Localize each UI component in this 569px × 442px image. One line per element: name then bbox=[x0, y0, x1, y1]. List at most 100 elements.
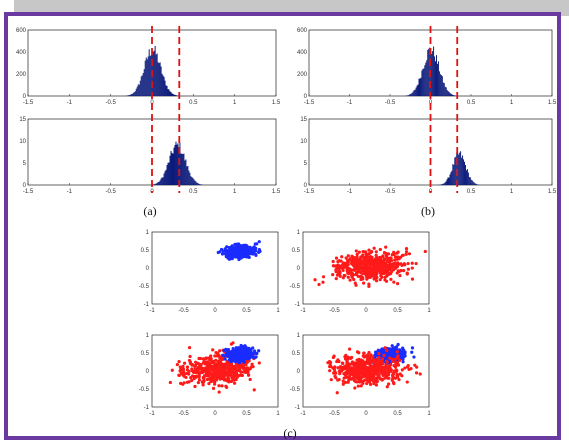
scatter-point bbox=[336, 270, 340, 274]
scatter-point bbox=[376, 348, 380, 352]
scatter-point bbox=[240, 373, 244, 378]
scatter-point bbox=[399, 262, 403, 266]
histogram-bar bbox=[475, 183, 477, 185]
scatter-point bbox=[396, 342, 400, 347]
x-tick-label: -0.5 bbox=[105, 100, 116, 106]
scatter-point bbox=[335, 391, 339, 395]
scatter-point bbox=[237, 373, 241, 378]
x-tick-label: -1 bbox=[300, 411, 306, 417]
histogram-bar bbox=[165, 169, 167, 185]
scatter-point bbox=[196, 369, 200, 373]
scatter-point bbox=[181, 373, 185, 377]
scatter-point bbox=[214, 354, 219, 358]
x-tick-label: -1 bbox=[300, 308, 306, 314]
x-tick-label: -0.5 bbox=[178, 411, 189, 417]
x-tick-label: -1 bbox=[149, 308, 155, 314]
scatter-point bbox=[358, 257, 362, 261]
histogram-bar bbox=[450, 93, 452, 96]
scatter-point bbox=[245, 360, 249, 364]
scatter-point bbox=[197, 378, 202, 382]
histogram-bar bbox=[443, 83, 445, 96]
scatter-point bbox=[362, 351, 366, 355]
scatter-point bbox=[253, 249, 258, 253]
scatter-point bbox=[378, 278, 382, 282]
scatter-point bbox=[201, 383, 205, 387]
scatter-point bbox=[381, 255, 385, 259]
scatter-point bbox=[197, 373, 201, 377]
histogram-bar bbox=[132, 92, 134, 96]
scatter-point bbox=[235, 242, 239, 246]
scatter-point bbox=[345, 375, 349, 379]
histogram-bar bbox=[198, 183, 200, 185]
scatter-point bbox=[383, 346, 387, 350]
scatter-point bbox=[375, 255, 379, 260]
scatter-point bbox=[368, 275, 372, 279]
histogram-bar bbox=[143, 69, 145, 96]
scatter-point bbox=[253, 252, 258, 256]
histogram-bar bbox=[136, 86, 138, 96]
histogram-bar bbox=[427, 49, 429, 96]
scatter-panel-5: -1 -0.5 0 0.5 1 -1 -0.5 0 0.5 1 bbox=[290, 230, 432, 314]
histogram-bar bbox=[442, 183, 444, 185]
histogram-bar bbox=[128, 95, 130, 96]
scatter-point bbox=[395, 373, 399, 377]
scatter-point bbox=[229, 253, 233, 258]
histogram-bar bbox=[414, 89, 416, 96]
histogram-bar bbox=[455, 156, 457, 185]
x-tick-label: 0 bbox=[213, 411, 217, 417]
histogram-bar bbox=[159, 180, 161, 185]
scatter-point bbox=[341, 379, 345, 383]
scatter-point bbox=[406, 267, 410, 271]
histogram-bar bbox=[437, 61, 439, 96]
red-cluster bbox=[313, 245, 427, 288]
histogram-bar bbox=[163, 173, 165, 185]
histogram-bar bbox=[164, 80, 166, 96]
histogram-bar bbox=[465, 165, 466, 185]
scatter-point bbox=[201, 357, 205, 361]
y-tick-label: 15 bbox=[19, 117, 26, 123]
histogram-bar bbox=[428, 48, 430, 96]
scatter-point bbox=[210, 377, 214, 381]
scatter-point bbox=[372, 382, 376, 386]
scatter-point bbox=[376, 359, 380, 363]
scatter-point bbox=[359, 263, 363, 267]
scatter-point bbox=[245, 255, 249, 259]
scatter-point bbox=[241, 254, 245, 258]
scatter-point bbox=[354, 364, 358, 368]
scatter-point bbox=[257, 349, 261, 353]
scatter-point bbox=[376, 267, 380, 271]
scatter-point bbox=[410, 261, 414, 265]
scatter-point bbox=[193, 374, 197, 379]
histogram-bar bbox=[177, 143, 179, 185]
scatter-point bbox=[357, 373, 361, 377]
scatter-point bbox=[352, 277, 356, 282]
scatter-point bbox=[387, 365, 391, 369]
histogram-bar bbox=[184, 160, 186, 185]
y-tick-label: 0 bbox=[297, 266, 301, 272]
scatter-point bbox=[395, 369, 399, 373]
y-tick-label: 5 bbox=[23, 161, 27, 167]
y-tick-label: 5 bbox=[304, 161, 308, 167]
x-tick-label: 0.5 bbox=[242, 308, 251, 314]
scatter-point bbox=[230, 244, 234, 248]
histogram-bar bbox=[445, 87, 447, 96]
scatter-point bbox=[402, 269, 406, 273]
histogram-bar bbox=[153, 184, 155, 185]
scatter-point bbox=[254, 355, 258, 359]
scatter-point bbox=[401, 253, 405, 257]
histogram-bar bbox=[460, 151, 462, 185]
scatter-point bbox=[398, 273, 402, 278]
histogram-bar bbox=[187, 165, 189, 185]
scatter-point bbox=[346, 260, 350, 264]
scatter-point bbox=[410, 350, 414, 354]
scatter-point bbox=[212, 373, 217, 378]
histogram-bar bbox=[451, 94, 453, 96]
scatter-point bbox=[374, 250, 378, 254]
scatter-point bbox=[341, 276, 345, 280]
scatter-point bbox=[382, 353, 386, 357]
scatter-point bbox=[361, 381, 365, 386]
scatter-point bbox=[407, 252, 412, 256]
histogram-bar bbox=[448, 91, 450, 96]
x-tick-label: 1.5 bbox=[272, 189, 281, 195]
scatter-point bbox=[351, 362, 355, 366]
